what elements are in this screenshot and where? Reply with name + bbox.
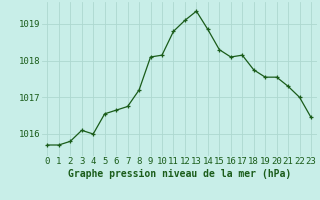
X-axis label: Graphe pression niveau de la mer (hPa): Graphe pression niveau de la mer (hPa) — [68, 169, 291, 179]
